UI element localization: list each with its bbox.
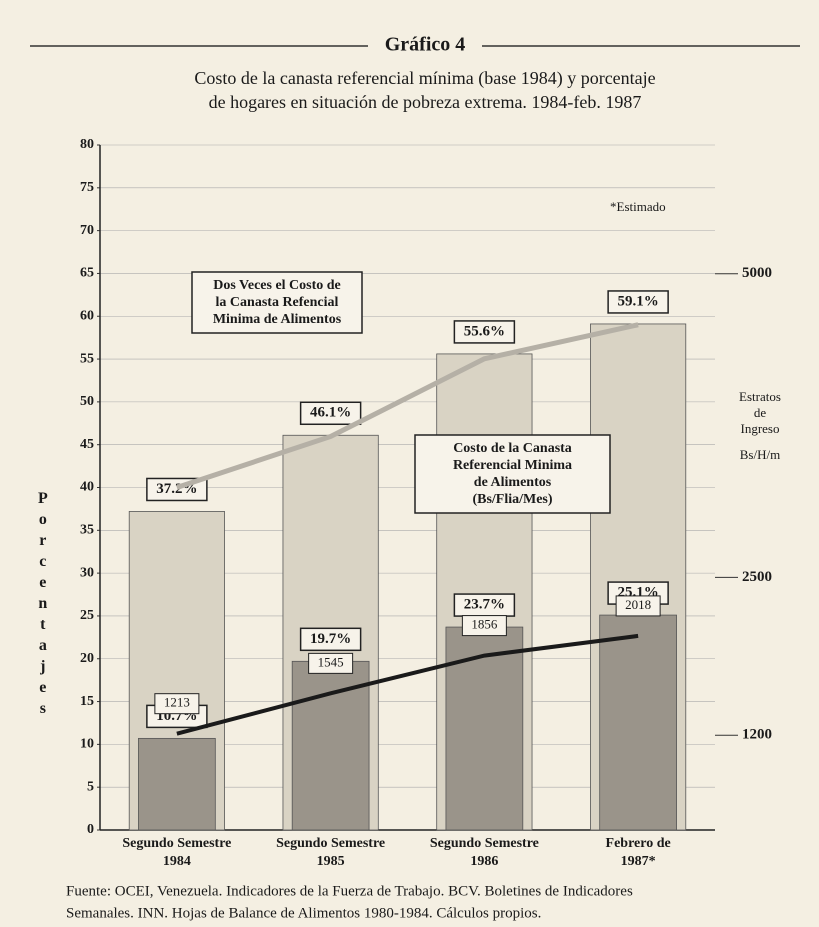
bar bbox=[600, 615, 677, 830]
y2-tick-label: 2500 bbox=[742, 569, 772, 585]
source: Fuente: OCEI, Venezuela. Indicadores de … bbox=[66, 883, 633, 899]
y-tick-label: 80 bbox=[80, 137, 94, 152]
note: *Estimado bbox=[610, 199, 666, 214]
annotation: de Alimentos bbox=[474, 475, 552, 490]
annotation: la Canasta Refencial bbox=[216, 295, 339, 310]
x-tick-label: Segundo Semestre bbox=[276, 836, 385, 851]
line-label: 2018 bbox=[625, 597, 651, 612]
y-tick-label: 70 bbox=[80, 223, 94, 238]
y-tick-label: 25 bbox=[80, 608, 94, 623]
y-axis-label: Porcentajes bbox=[34, 490, 51, 721]
y2-title: de bbox=[754, 405, 767, 420]
line-label: 1545 bbox=[318, 654, 344, 669]
line bbox=[177, 636, 638, 734]
y-tick-label: 35 bbox=[80, 523, 94, 538]
y-tick-label: 65 bbox=[80, 266, 94, 281]
y-tick-label: 40 bbox=[80, 480, 94, 495]
line-label: 1213 bbox=[164, 695, 190, 710]
subtitle: Costo de la canasta referencial mínima (… bbox=[194, 68, 655, 89]
subtitle: de hogares en situación de pobreza extre… bbox=[209, 92, 642, 112]
y-tick-label: 30 bbox=[80, 565, 94, 580]
value-label: 55.6% bbox=[464, 323, 505, 339]
annotation: (Bs/Flia/Mes) bbox=[472, 492, 552, 507]
y-tick-label: 5 bbox=[87, 779, 94, 794]
annotation: Minima de Alimentos bbox=[213, 312, 342, 327]
y-tick-label: 45 bbox=[80, 437, 94, 452]
y2-title: Estratos bbox=[739, 389, 781, 404]
x-tick-label: 1987* bbox=[621, 854, 656, 869]
x-tick-label: Segundo Semestre bbox=[122, 836, 231, 851]
y-tick-label: 50 bbox=[80, 394, 94, 409]
y-tick-label: 60 bbox=[80, 308, 94, 323]
y2-title: Ingreso bbox=[741, 421, 780, 436]
value-label: 19.7% bbox=[310, 631, 351, 647]
y2-axis-label: Bs/H/m bbox=[740, 447, 780, 462]
x-tick-label: Segundo Semestre bbox=[430, 836, 539, 851]
line-label: 1856 bbox=[471, 617, 498, 632]
y-tick-label: 75 bbox=[80, 180, 94, 195]
value-label: 59.1% bbox=[618, 293, 659, 309]
value-label: 46.1% bbox=[310, 405, 351, 421]
y-tick-label: 0 bbox=[87, 822, 94, 837]
x-tick-label: 1986 bbox=[470, 854, 498, 869]
y-tick-label: 15 bbox=[80, 694, 94, 709]
y-tick-label: 10 bbox=[80, 737, 94, 752]
y2-tick-label: 1200 bbox=[742, 727, 772, 743]
y-tick-label: 55 bbox=[80, 351, 94, 366]
x-tick-label: 1985 bbox=[317, 854, 345, 869]
value-label: 23.7% bbox=[464, 597, 505, 613]
annotation: Dos Veces el Costo de bbox=[213, 278, 341, 293]
y2-tick-label: 5000 bbox=[742, 265, 772, 281]
x-tick-label: Febrero de bbox=[606, 836, 671, 851]
x-tick-label: 1984 bbox=[163, 854, 191, 869]
bar bbox=[138, 738, 215, 830]
chart-title: Gráfico 4 bbox=[385, 34, 466, 56]
y-tick-label: 20 bbox=[80, 651, 94, 666]
chart: Gráfico 4 Costo de la canasta referencia… bbox=[0, 0, 819, 927]
annotation: Costo de la Canasta bbox=[453, 441, 572, 456]
annotation: Referencial Minima bbox=[453, 458, 572, 473]
source: Semanales. INN. Hojas de Balance de Alim… bbox=[66, 905, 541, 921]
